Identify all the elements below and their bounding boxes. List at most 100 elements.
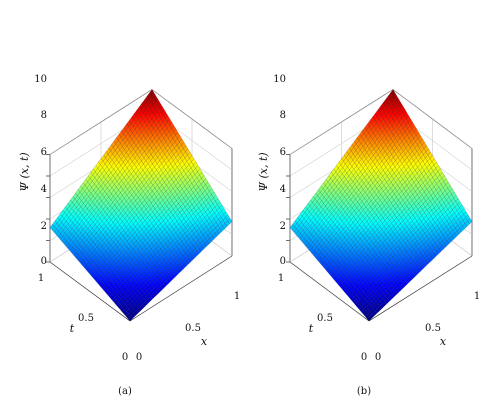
- surface-cell-a: [182, 179, 188, 187]
- surface-cell-a: [51, 226, 57, 233]
- surface-cell-a: [88, 172, 93, 179]
- surface-cell-a: [121, 286, 128, 292]
- surface-cell-b: [358, 207, 364, 214]
- surface-cell-a: [77, 191, 83, 199]
- surface-cell-a: [92, 171, 98, 179]
- surface-cell-a: [141, 122, 147, 130]
- surface-cell-a: [227, 218, 233, 225]
- surface-cell-b: [307, 245, 313, 252]
- surface-cell-a: [142, 116, 148, 124]
- surface-cell-a: [211, 191, 217, 199]
- surface-cell-a: [118, 252, 124, 259]
- surface-cell-a: [120, 215, 125, 222]
- surface-cell-a: [133, 109, 139, 118]
- surface-cell-b: [394, 118, 400, 127]
- surface-cell-a: [135, 113, 141, 121]
- surface-cell-a: [136, 106, 142, 114]
- surface-cell-a: [86, 210, 92, 218]
- surface-cell-a: [210, 224, 216, 231]
- surface-cell-a: [69, 208, 74, 215]
- surface-cell-a: [190, 244, 196, 251]
- surface-cell-a: [75, 254, 81, 261]
- surface-cell-a: [145, 205, 151, 213]
- surface-cell-a: [95, 161, 101, 169]
- surface-cell-a: [223, 211, 229, 218]
- surface-cell-a: [99, 245, 104, 252]
- surface-cell-a: [186, 238, 192, 245]
- surface-cell-a: [115, 189, 121, 197]
- surface-cell-b: [311, 249, 317, 256]
- surface-cell-a: [105, 147, 111, 155]
- surface-cell-a: [114, 201, 120, 208]
- surface-cell-a: [121, 308, 127, 315]
- surface-cell-a: [110, 271, 115, 278]
- surface-cell-a: [122, 303, 128, 310]
- surface-cell-a: [181, 185, 187, 193]
- surface-cell-a: [112, 273, 117, 280]
- surface-cell-a: [107, 150, 113, 158]
- surface-cell-a: [144, 119, 150, 127]
- surface-cell-a: [145, 128, 151, 136]
- surface-cell-a: [96, 223, 102, 230]
- surface-cell-a: [150, 184, 156, 192]
- surface-cell-a: [162, 147, 168, 155]
- surface-cell-a: [155, 251, 161, 258]
- surface-cell-b: [319, 259, 325, 266]
- surface-cell-a: [187, 173, 193, 181]
- surface-cell-a: [112, 204, 117, 212]
- surface-cell-a: [105, 247, 111, 254]
- surface-cell-b: [321, 261, 327, 268]
- floor-edge-1-a: [49, 261, 131, 322]
- surface-plot-b: [289, 89, 473, 322]
- z-tick-8-b: 8: [280, 110, 286, 121]
- surface-cell-a: [70, 222, 75, 229]
- surface-cell-a: [113, 159, 119, 167]
- surface-cell-b: [412, 212, 418, 219]
- surface-cell-a: [135, 191, 141, 198]
- surface-plot-a: [49, 89, 233, 322]
- surface-cell-a: [60, 229, 66, 237]
- surface-cell-a: [118, 232, 124, 239]
- x-tick-1-a: 1: [234, 291, 240, 302]
- surface-cell-a: [152, 187, 158, 195]
- surface-cell-a: [209, 209, 215, 216]
- surface-cell-a: [148, 181, 154, 189]
- surface-cell-a: [88, 257, 94, 264]
- t-axis-label-a: t: [70, 322, 75, 335]
- surface-cell-a: [119, 288, 125, 295]
- surface-cell-a: [173, 151, 179, 159]
- surface-cell-a: [151, 138, 157, 146]
- surface-cell-a: [202, 237, 208, 244]
- surface-cell-a: [85, 222, 91, 229]
- surface-cell-a: [206, 238, 212, 245]
- surface-cell-a: [170, 214, 176, 222]
- surface-cell-a: [127, 179, 133, 187]
- surface-cell-a: [167, 163, 173, 171]
- surface-cell-a: [167, 141, 173, 149]
- surface-cell-a: [91, 189, 96, 197]
- surface-cell-a: [105, 289, 111, 296]
- surface-cell-a: [73, 207, 79, 214]
- surface-cell-a: [183, 246, 188, 253]
- surface-cell-a: [197, 190, 203, 197]
- surface-cell-a: [145, 157, 151, 165]
- surface-cell-a: [181, 263, 187, 270]
- surface-cell-a: [120, 209, 126, 217]
- surface-cell-a: [168, 157, 174, 165]
- surface-cell-a: [124, 301, 130, 307]
- surface-cell-a: [179, 182, 185, 190]
- surface-cell-b: [317, 256, 323, 263]
- surface-cell-a: [201, 196, 207, 203]
- surface-cell-a: [137, 116, 143, 124]
- surface-cell-a: [147, 240, 153, 247]
- surface-cell-a: [153, 118, 159, 127]
- surface-cell-a: [81, 223, 86, 230]
- x-tick-0-b: 0: [375, 352, 381, 363]
- surface-cell-a: [129, 215, 135, 222]
- surface-cell-a: [177, 238, 182, 245]
- surface-cell-a: [127, 315, 133, 322]
- surface-cell-a: [200, 234, 206, 241]
- surface-cell-a: [138, 259, 144, 266]
- surface-cell-a: [89, 180, 95, 188]
- surface-cell-a: [176, 170, 182, 177]
